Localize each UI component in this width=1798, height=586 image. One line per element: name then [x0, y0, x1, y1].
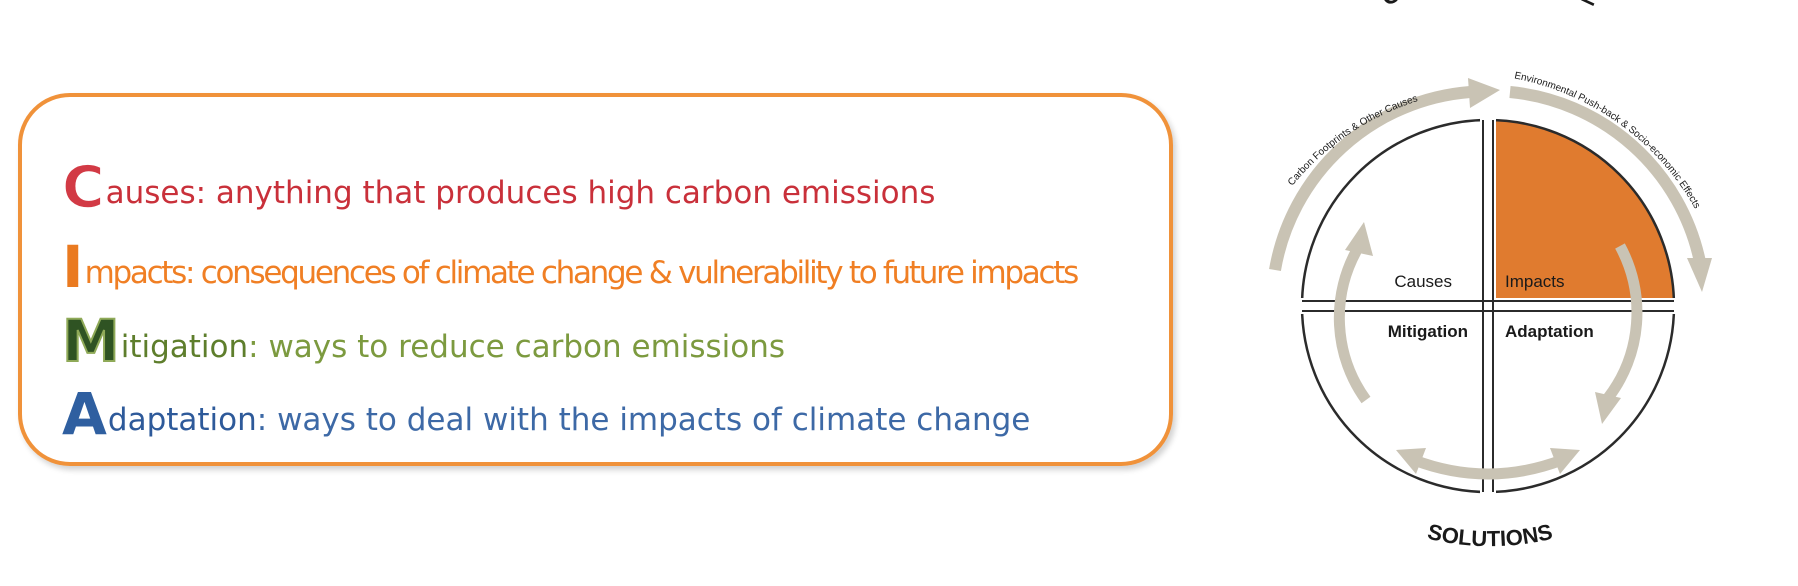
inner-left-arrow [1333, 245, 1371, 404]
quadrant-label-mitigation: Mitigation [1388, 322, 1468, 341]
climate-change-diagram: Causes Impacts Mitigation Adaptation CLI… [1269, 0, 1712, 551]
inner-right-arrow [1603, 243, 1643, 402]
mitigation-term: itigation [120, 329, 249, 365]
mitigation-definition: Mitigation: ways to reduce carbon emissi… [61, 307, 786, 375]
quadrant-label-causes: Causes [1394, 272, 1452, 291]
adaptation-definition: Adaptation: ways to deal with the impact… [62, 385, 1030, 443]
bottom-arrowhead-left [1396, 448, 1426, 474]
impacts-term: mpacts: [84, 255, 196, 291]
causes-text: anything that produces high carbon emiss… [206, 175, 936, 211]
impacts-text: consequences of climate change & vulnera… [193, 255, 1080, 291]
causes-initial: C [61, 153, 105, 221]
quadrant-label-impacts: Impacts [1505, 272, 1565, 291]
causes-term: auses: [105, 175, 207, 211]
bottom-arrowhead-right [1550, 448, 1580, 474]
inner-right-arrowhead [1595, 392, 1621, 424]
causes-outer-arrowhead [1468, 78, 1500, 108]
causes-outer-arrow [1269, 86, 1471, 272]
mitigation-initial: M [61, 307, 121, 375]
effects-outer-arrow [1509, 86, 1706, 264]
inner-left-arrowhead [1345, 222, 1373, 256]
mitigation-text: : ways to reduce carbon emissions [248, 329, 786, 365]
impacts-definition: Impacts: consequences of climate change … [62, 233, 1080, 301]
impacts-initial: I [62, 233, 84, 301]
quadrant-label-adaptation: Adaptation [1505, 322, 1594, 341]
adaptation-term: daptation [107, 402, 257, 438]
adaptation-initial: A [62, 380, 107, 448]
climate-change-title: CLIMATE CHANGE [1377, 0, 1603, 12]
solutions-title: SOLUTIONS [1425, 519, 1554, 551]
cima-definitions-box [18, 93, 1173, 466]
adaptation-text: : ways to deal with the impacts of clima… [256, 402, 1031, 438]
bottom-double-arrow [1412, 454, 1564, 480]
causes-definition: Causes: anything that produces high carb… [61, 153, 936, 221]
effects-outer-arrowhead [1687, 258, 1712, 292]
